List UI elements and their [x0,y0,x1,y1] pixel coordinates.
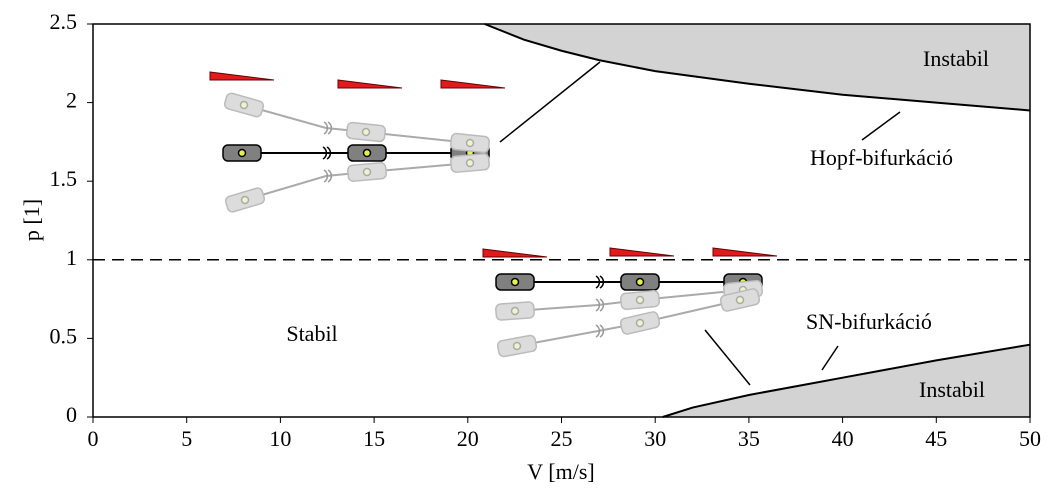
vehicle-unit [348,145,386,161]
axle [636,319,644,327]
annotation: Hopf-bifurkáció [810,145,953,170]
vehicle-unit [621,274,659,290]
y-tick-label: 0 [66,402,77,427]
vehicle-unit [620,290,659,310]
x-tick-label: 20 [457,426,479,451]
y-tick-label: 1.5 [50,166,78,191]
x-tick-label: 40 [832,426,854,451]
vehicle-unit [495,302,534,321]
vehicle-unit [496,274,534,290]
y-axis-label: p [1] [19,199,44,241]
x-tick-label: 0 [88,426,99,451]
vehicle-unit [225,187,266,213]
vehicle-unit [224,92,265,118]
x-tick-label: 35 [738,426,760,451]
wind-indicator [441,80,505,88]
x-tick-label: 5 [181,426,192,451]
y-tick-label: 2.5 [50,9,78,34]
y-tick-label: 0.5 [50,323,78,348]
wind-indicator [713,248,777,256]
axle [362,128,370,136]
x-tick-label: 45 [925,426,947,451]
wind-indicator [338,80,402,88]
vehicle-unit [347,162,386,181]
wind-indicator [610,248,674,256]
x-tick-label: 15 [363,426,385,451]
leader-line [500,62,600,142]
leader-line [705,330,750,385]
vehicle-unit [223,145,261,161]
y-tick-label: 1 [66,245,77,270]
annotation: Stabil [286,321,337,346]
annotation: SN-bifurkáció [806,309,932,334]
vehicle-unit [450,153,489,172]
vehicle-sketch [210,72,505,213]
axle [512,279,519,286]
axle [511,307,518,314]
annotation: Instabil [923,46,989,71]
x-tick-label: 10 [269,426,291,451]
x-axis-label: V [m/s] [527,459,594,484]
axle [239,150,246,157]
leader-line [822,346,838,370]
vehicle-unit [346,122,385,142]
vehicle-sketch [483,248,777,357]
x-tick-label: 30 [644,426,666,451]
vehicle-unit [497,335,537,358]
axle [736,296,744,304]
x-tick-label: 50 [1019,426,1041,451]
x-tick-label: 25 [551,426,573,451]
chart: V [m/s] p [1] 0 5 10 15 20 25 30 35 40 45 50 0 0.5 1 1… [0,0,1051,491]
vehicle-unit [620,311,661,335]
axle [513,342,521,350]
leader-line [862,112,900,140]
axle [363,168,371,176]
axle [637,279,644,286]
y-tick-label: 2 [66,88,77,113]
axle [636,296,644,304]
wind-indicator [483,249,547,257]
wind-indicator [210,72,274,80]
axle [466,159,474,167]
annotation: Instabil [919,377,985,402]
vehicle-unit [450,133,489,153]
axle [466,139,474,147]
axle [364,150,371,157]
